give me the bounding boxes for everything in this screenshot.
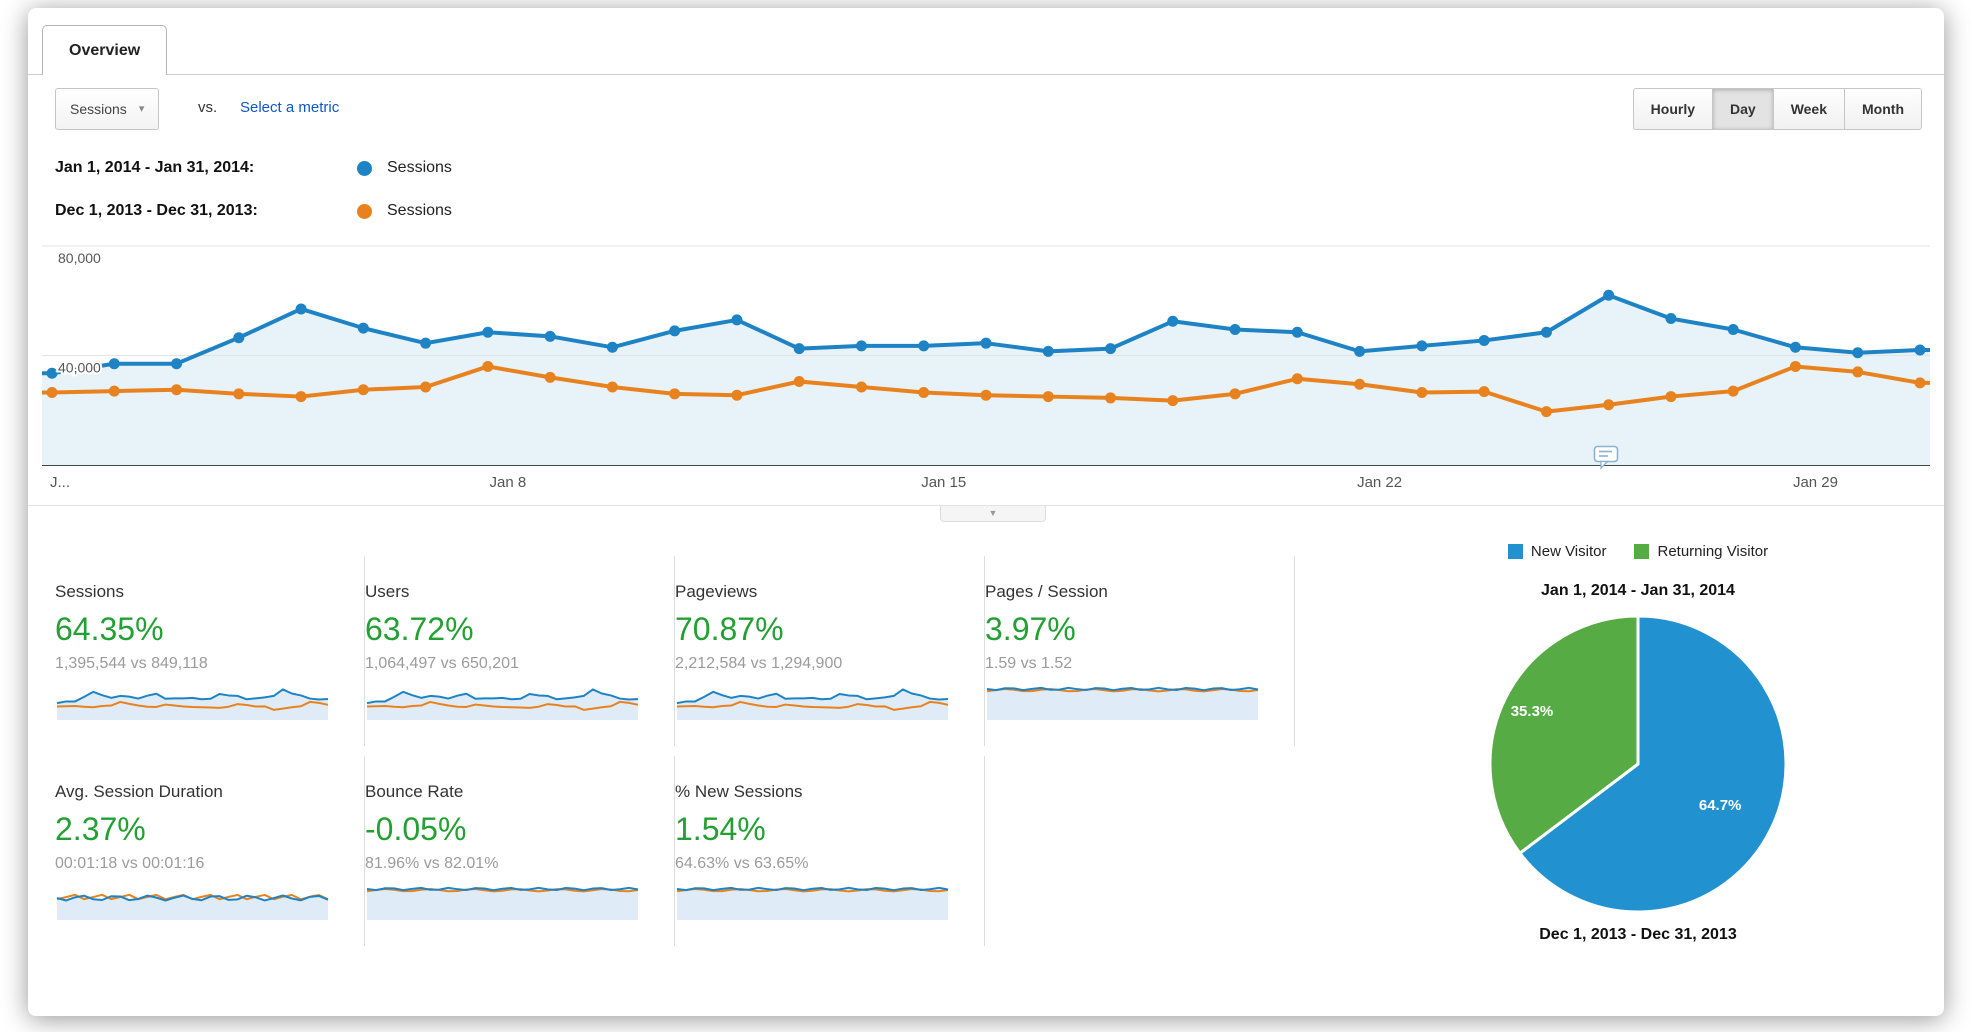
legend-date-range: Jan 1, 2014 - Jan 31, 2014:: [55, 159, 255, 176]
metric-card: Avg. Session Duration 2.37% 00:01:18 vs 00…: [55, 756, 365, 946]
svg-text:Jan 22: Jan 22: [1357, 474, 1402, 491]
granularity-button-group: Hourly Day Week Month: [1632, 88, 1922, 130]
metric-change-percent: 1.54%: [675, 811, 766, 847]
caret-down-icon: ▾: [138, 102, 145, 115]
granularity-button-day[interactable]: Day: [1712, 88, 1774, 130]
metric-dropdown-value: Sessions: [70, 101, 127, 117]
legend-square-icon: [1507, 544, 1523, 559]
granularity-button-hourly[interactable]: Hourly: [1632, 88, 1713, 130]
metric-sparkline: [986, 686, 1259, 720]
metric-comparison-values: 1.59 vs 1.52: [985, 655, 1073, 672]
triangle-down-icon: ▼: [988, 508, 998, 518]
metric-card-title: Pages / Session: [985, 582, 1108, 601]
pie-previous-range-title: Dec 1, 2013 - Dec 31, 2013: [1539, 926, 1737, 943]
orange-series: [42, 360, 1930, 418]
svg-text:Jan 15: Jan 15: [921, 474, 966, 491]
pie-legend: New Visitor Returning Visitor: [1378, 543, 1898, 560]
metric-change-percent: 3.97%: [985, 611, 1076, 647]
granularity-button-month[interactable]: Month: [1844, 88, 1922, 130]
metric-card: Pages / Session 3.97% 1.59 vs 1.52: [985, 556, 1295, 746]
pie-legend-label: Returning Visitor: [1657, 543, 1769, 560]
metric-card-title: Users: [365, 582, 410, 601]
legend-row-current: Jan 1, 2014 - Jan 31, 2014: Sessions: [55, 157, 452, 179]
vs-label: vs.: [198, 99, 218, 116]
legend-series-label: Sessions: [387, 159, 452, 176]
metric-sparkline: [56, 688, 329, 720]
metric-sparkline: [366, 886, 639, 920]
metric-comparison-values: 00:01:18 vs 00:01:16: [55, 855, 205, 872]
metric-change-percent: 64.35%: [55, 611, 164, 647]
visitor-type-pie-chart[interactable]: 64.7% 35.3%: [1488, 614, 1788, 914]
legend-row-previous: Dec 1, 2013 - Dec 31, 2013: Sessions: [55, 200, 452, 222]
annotation-bubble-icon[interactable]: [1593, 445, 1620, 475]
svg-text:J...: J...: [50, 474, 70, 491]
gridlines: [42, 245, 1930, 356]
metric-card-title: Bounce Rate: [365, 782, 464, 801]
metric-card: % New Sessions 1.54% 64.63% vs 63.65%: [675, 756, 985, 946]
y-axis-labels: 40,000 80,000: [56, 248, 103, 378]
metric-card: Pageviews 70.87% 2,212,584 vs 1,294,900: [675, 556, 985, 746]
metric-comparison-values: 2,212,584 vs 1,294,900: [675, 655, 843, 672]
sessions-comparison-chart[interactable]: 40,000 80,000 J... Jan 8 Jan 15 Jan 22 Jan 29: [42, 222, 1930, 494]
metric-card-title: Sessions: [55, 582, 124, 601]
blue-series: [42, 289, 1930, 379]
metric-comparison-values: 1,395,544 vs 849,118: [55, 655, 208, 672]
pie-slice-new-visitor[interactable]: [1517, 614, 1788, 914]
metric-card: Sessions 64.35% 1,395,544 vs 849,118: [55, 556, 365, 746]
metric-change-percent: 2.37%: [55, 811, 146, 847]
metric-sparkline: [366, 688, 639, 720]
legend-series-label: Sessions: [387, 202, 452, 219]
metric-card: Users 63.72% 1,064,497 vs 650,201: [365, 556, 675, 746]
metric-sparkline: [56, 893, 329, 920]
pie-slice-label: 35.3%: [1511, 703, 1554, 720]
metric-card-title: Pageviews: [675, 582, 758, 601]
pie-current-range-title: Jan 1, 2014 - Jan 31, 2014: [1541, 582, 1735, 599]
metric-cards-row-2: Avg. Session Duration 2.37% 00:01:18 vs 00…: [55, 756, 985, 946]
tab-overview[interactable]: Overview: [42, 25, 168, 75]
collapse-chart-control[interactable]: ▼: [940, 506, 1046, 522]
metric-change-percent: 70.87%: [675, 611, 784, 647]
metric-change-percent: 63.72%: [365, 611, 474, 647]
metric-dropdown[interactable]: Sessions ▾: [55, 88, 160, 130]
metric-card-title: Avg. Session Duration: [55, 782, 223, 801]
tab-overview-label: Overview: [69, 42, 141, 59]
metric-comparison-values: 1,064,497 vs 650,201: [365, 655, 519, 672]
metric-card: Bounce Rate -0.05% 81.96% vs 82.01%: [365, 756, 675, 946]
granularity-button-week[interactable]: Week: [1772, 88, 1846, 130]
metric-comparison-values: 64.63% vs 63.65%: [675, 855, 809, 872]
legend-date-range: Dec 1, 2013 - Dec 31, 2013:: [55, 202, 258, 219]
x-axis-labels: J... Jan 8 Jan 15 Jan 22 Jan 29: [50, 474, 1838, 491]
pie-slice-label: 64.7%: [1699, 797, 1742, 814]
pie-legend-item-new-visitor: New Visitor: [1507, 543, 1607, 560]
metric-cards-row-1: Sessions 64.35% 1,395,544 vs 849,118 Users 6…: [55, 556, 1295, 746]
select-metric-link[interactable]: Select a metric: [240, 99, 340, 116]
pie-legend-label: New Visitor: [1530, 543, 1607, 560]
svg-text:Jan 8: Jan 8: [490, 474, 527, 491]
metric-sparkline: [676, 886, 949, 920]
series-dot-icon: [357, 160, 372, 176]
svg-text:Jan 29: Jan 29: [1793, 474, 1838, 491]
metric-card-title: % New Sessions: [675, 782, 803, 801]
metric-comparison-values: 81.96% vs 82.01%: [365, 855, 499, 872]
pie-slice-returning-visitor[interactable]: [1488, 614, 1640, 856]
metric-sparkline: [676, 688, 949, 720]
tab-divider: [28, 74, 1944, 75]
svg-text:40,000: 40,000: [58, 360, 101, 376]
series-dot-icon: [357, 203, 372, 219]
visitor-type-section: New Visitor Returning Visitor Jan 1, 2014…: [1378, 543, 1898, 944]
legend-square-icon: [1634, 544, 1650, 559]
svg-text:80,000: 80,000: [58, 250, 101, 266]
blue-series-area: [42, 295, 1930, 465]
analytics-overview-panel: Overview Sessions ▾ vs. Select a metric …: [28, 8, 1944, 1016]
metric-change-percent: -0.05%: [365, 811, 467, 847]
pie-legend-item-returning-visitor: Returning Visitor: [1634, 543, 1768, 560]
chart-bottom-divider: [28, 505, 1944, 506]
